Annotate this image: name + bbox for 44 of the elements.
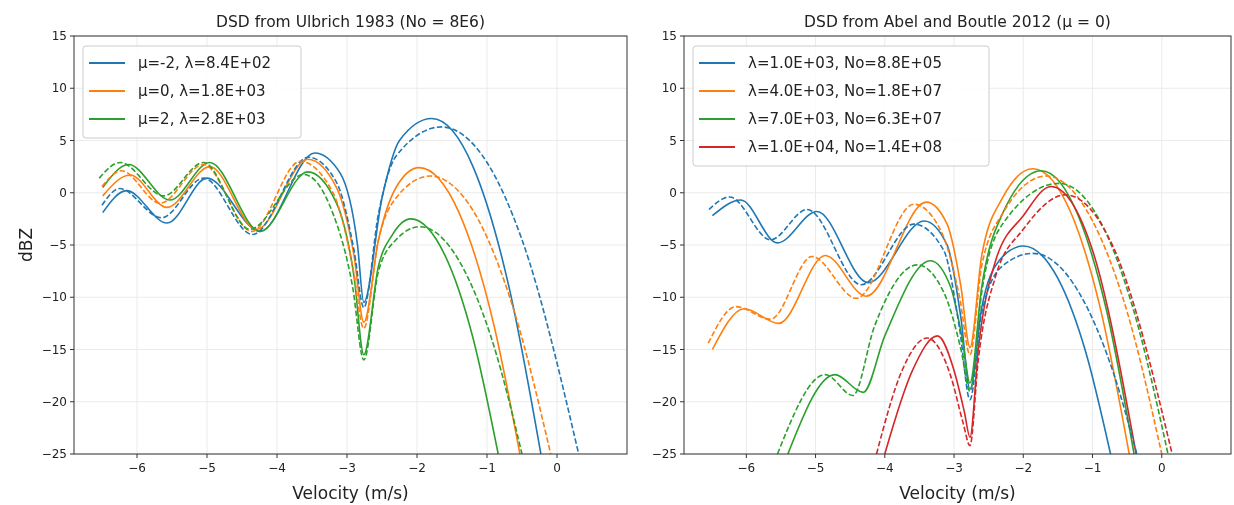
x-axis-title: Velocity (m/s) (899, 483, 1016, 503)
legend-label: μ=2, λ=2.8E+03 (138, 110, 266, 128)
x-tick-label: 0 (1157, 461, 1166, 475)
x-tick-label: −1 (1083, 461, 1102, 475)
legend-label: μ=0, λ=1.8E+03 (138, 82, 266, 100)
y-tick-label: −25 (41, 447, 67, 461)
legend-label: λ=1.0E+04, No=1.4E+08 (748, 138, 942, 156)
chart-title: DSD from Ulbrich 1983 (No = 8E6) (216, 13, 485, 31)
x-tick-label: −6 (737, 461, 756, 475)
x-tick-label: −4 (875, 461, 894, 475)
y-tick-label: −15 (41, 342, 67, 357)
legend-label: λ=4.0E+03, No=1.8E+07 (748, 82, 942, 100)
legend-label: λ=7.0E+03, No=6.3E+07 (748, 110, 942, 128)
y-tick-label: 15 (661, 29, 677, 43)
legend-label: λ=1.0E+03, No=8.8E+05 (748, 54, 942, 72)
x-tick-label: −4 (268, 461, 286, 475)
x-tick-label: −2 (408, 461, 426, 475)
y-tick-label: −10 (651, 290, 677, 305)
x-tick-label: −5 (806, 461, 825, 475)
y-tick-label: 0 (59, 185, 67, 200)
y-tick-label: 5 (59, 133, 67, 148)
legend-label: μ=-2, λ=8.4E+02 (138, 54, 272, 72)
y-tick-label: 5 (669, 133, 677, 148)
x-tick-label: −6 (128, 461, 146, 475)
x-tick-label: −3 (945, 461, 963, 475)
y-tick-label: −5 (49, 238, 67, 252)
x-tick-label: −2 (1014, 461, 1033, 475)
y-tick-label: 15 (51, 29, 67, 43)
y-tick-label: −20 (651, 394, 677, 409)
y-tick-label: 10 (51, 81, 67, 96)
y-tick-label: −10 (41, 290, 67, 305)
chart-title: DSD from Abel and Boutle 2012 (μ = 0) (804, 13, 1111, 31)
x-tick-label: −1 (478, 461, 496, 475)
y-axis-title: dBZ (16, 227, 36, 263)
y-tick-label: −25 (651, 447, 677, 461)
y-tick-label: −20 (41, 394, 67, 409)
x-axis-title: Velocity (m/s) (292, 483, 409, 503)
x-tick-label: −5 (198, 461, 216, 475)
y-tick-label: −15 (651, 342, 677, 357)
y-tick-label: 10 (661, 81, 677, 96)
x-tick-label: 0 (553, 461, 561, 475)
x-tick-label: −3 (338, 461, 356, 475)
y-tick-label: 0 (669, 185, 677, 200)
y-tick-label: −5 (659, 238, 677, 252)
